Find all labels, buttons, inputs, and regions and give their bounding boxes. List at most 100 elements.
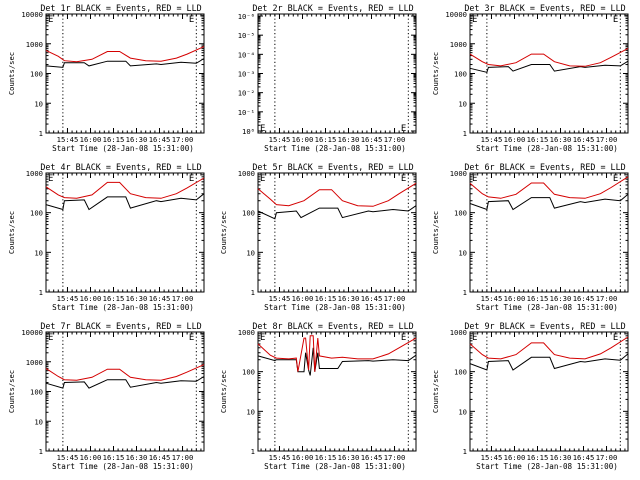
- y-tick-label: 100: [242, 368, 255, 377]
- y-tick-label: 100: [242, 209, 255, 218]
- series-events-line: [45, 376, 205, 389]
- corner-label-left: E: [48, 15, 53, 25]
- y-tick-label: 10⁻⁴: [238, 50, 255, 59]
- x-axis-label: Start Time (28-Jan-08 15:31:00): [52, 144, 194, 153]
- x-tick-label: 17:00: [384, 453, 406, 462]
- y-tick-label: 1000: [238, 328, 255, 337]
- x-tick-label: 16:15: [527, 294, 549, 303]
- y-axis-label: Counts/sec: [431, 52, 440, 95]
- corner-label-right: E: [401, 333, 406, 343]
- x-tick-label: 16:15: [103, 453, 125, 462]
- x-tick-label: 16:15: [315, 453, 337, 462]
- panel-det-2: Det 2r BLACK = Events, RED = LLD 10⁰ 10⁻¹ 1…: [238, 3, 417, 153]
- x-tick-label: 16:00: [80, 135, 102, 144]
- x-axis-label: Start Time (28-Jan-08 15:31:00): [264, 462, 406, 471]
- panel-det-1: Det 1r BLACK = Events, RED = LLD 1 10 100 10…: [7, 3, 205, 153]
- series-lld-line: [257, 335, 417, 372]
- y-tick-label: 10: [34, 99, 43, 108]
- panel-title: Det 5r BLACK = Events, RED = LLD: [252, 162, 413, 172]
- y-tick-label: 1: [39, 129, 43, 138]
- y-tick-label: 10: [458, 407, 467, 416]
- y-tick-label: 10000: [445, 10, 467, 19]
- x-tick-label: 16:00: [292, 453, 314, 462]
- y-tick-label: 1: [463, 288, 467, 297]
- series-lld-line: [469, 336, 629, 360]
- series-lld-line: [45, 364, 205, 381]
- panel-det-9: Det 9r BLACK = Events, RED = LLD 1 10 100 10…: [431, 321, 629, 471]
- x-tick-label: 17:00: [172, 453, 194, 462]
- series-events-line: [257, 205, 417, 220]
- plot-frame: [469, 331, 629, 452]
- y-tick-label: 10000: [21, 328, 43, 337]
- corner-label-left: E: [472, 15, 477, 25]
- x-axis-label: Start Time (28-Jan-08 15:31:00): [476, 303, 618, 312]
- x-tick-label: 16:30: [126, 135, 148, 144]
- plot-frame: [257, 331, 417, 452]
- corner-label-left: E: [48, 333, 53, 343]
- x-tick-label: 16:00: [504, 294, 526, 303]
- corner-label-left: E: [260, 124, 265, 134]
- corner-label-left: E: [48, 174, 53, 184]
- corner-label-right: E: [189, 333, 194, 343]
- x-tick-label: 17:00: [596, 453, 618, 462]
- series-events-line: [469, 353, 629, 371]
- panel-det-4: Det 4r BLACK = Events, RED = LLD 1 10 100 10…: [7, 162, 205, 312]
- y-tick-label: 10⁻⁵: [238, 31, 255, 40]
- y-axis-label: Counts/sec: [7, 211, 16, 254]
- series-events-line: [469, 60, 629, 73]
- x-tick-label: 15:45: [481, 135, 503, 144]
- y-tick-label: 100: [454, 368, 467, 377]
- series-lld-line: [257, 182, 417, 207]
- corner-label-right: E: [189, 174, 194, 184]
- x-tick-label: 16:45: [573, 135, 595, 144]
- x-axis-label: Start Time (28-Jan-08 15:31:00): [264, 144, 406, 153]
- y-tick-label: 1: [251, 447, 255, 456]
- plot-frame: [45, 331, 205, 452]
- corner-label-right: E: [401, 174, 406, 184]
- y-axis-label: Counts/sec: [7, 370, 16, 413]
- y-tick-label: 10: [34, 417, 43, 426]
- x-tick-label: 16:45: [573, 453, 595, 462]
- plot-frame: [469, 13, 629, 134]
- panel-title: Det 6r BLACK = Events, RED = LLD: [464, 162, 625, 172]
- corner-label-left: E: [260, 333, 265, 343]
- x-tick-label: 16:30: [550, 453, 572, 462]
- x-tick-label: 15:45: [269, 294, 291, 303]
- y-tick-label: 100: [30, 209, 43, 218]
- y-tick-label: 1: [251, 288, 255, 297]
- x-tick-label: 16:45: [361, 453, 383, 462]
- corner-label-left: E: [472, 174, 477, 184]
- series-lld-line: [45, 177, 205, 199]
- x-axis-label: Start Time (28-Jan-08 15:31:00): [264, 303, 406, 312]
- x-tick-label: 15:45: [269, 453, 291, 462]
- x-tick-label: 16:45: [149, 135, 171, 144]
- y-tick-label: 10⁻⁶: [238, 12, 255, 21]
- y-tick-label: 1000: [26, 40, 43, 49]
- x-tick-label: 16:45: [361, 135, 383, 144]
- x-tick-label: 16:30: [550, 135, 572, 144]
- x-tick-label: 16:30: [338, 453, 360, 462]
- x-tick-label: 16:00: [504, 453, 526, 462]
- y-tick-label: 10: [458, 99, 467, 108]
- y-tick-label: 10⁰: [242, 127, 255, 136]
- y-tick-label: 10000: [21, 10, 43, 19]
- x-tick-label: 16:15: [315, 294, 337, 303]
- series-lld-line: [469, 176, 629, 199]
- y-tick-label: 1000: [26, 169, 43, 178]
- x-tick-label: 16:00: [292, 135, 314, 144]
- series-lld-line: [469, 47, 629, 67]
- x-tick-label: 16:15: [103, 294, 125, 303]
- corner-label-right: E: [613, 333, 618, 343]
- panel-title: Det 9r BLACK = Events, RED = LLD: [464, 321, 625, 331]
- panel-det-3: Det 3r BLACK = Events, RED = LLD 1 10 100 10…: [431, 3, 629, 153]
- series-events-line: [45, 58, 205, 68]
- x-tick-label: 16:15: [527, 453, 549, 462]
- x-tick-label: 16:00: [80, 294, 102, 303]
- y-tick-label: 100: [30, 70, 43, 79]
- panel-det-6: Det 6r BLACK = Events, RED = LLD 1 10 100 10…: [431, 162, 629, 312]
- y-axis-label: Counts/sec: [219, 370, 228, 413]
- y-axis-label: Counts/sec: [219, 211, 228, 254]
- y-tick-label: 1: [39, 288, 43, 297]
- x-tick-label: 16:15: [315, 135, 337, 144]
